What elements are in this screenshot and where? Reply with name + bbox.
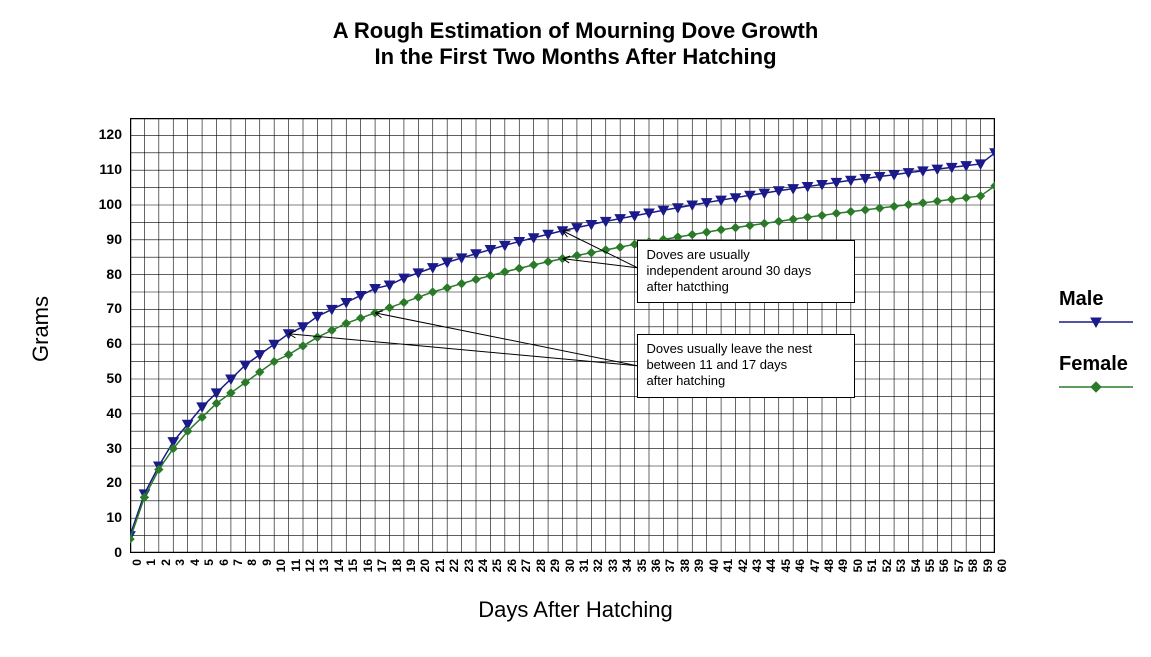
x-tick-label: 55 [923,559,937,583]
x-tick-label: 51 [865,559,879,583]
x-tick-label: 12 [303,559,317,583]
y-tick-label: 30 [82,440,122,456]
x-tick-label: 17 [375,559,389,583]
legend: Male Female [1059,288,1133,418]
y-tick-label: 60 [82,335,122,351]
x-tick-label: 2 [159,559,173,583]
x-tick-label: 24 [476,559,490,583]
x-tick-label: 10 [274,559,288,583]
x-tick-label: 58 [966,559,980,583]
x-tick-label: 0 [130,559,144,583]
y-tick-label: 70 [82,300,122,316]
x-tick-label: 22 [447,559,461,583]
x-tick-label: 32 [591,559,605,583]
y-tick-label: 20 [82,474,122,490]
x-tick-label: 19 [404,559,418,583]
x-tick-label: 60 [995,559,1009,583]
legend-swatch [1059,378,1133,394]
x-tick-label: 29 [548,559,562,583]
y-tick-label: 110 [82,161,122,177]
plot-svg [130,118,995,553]
y-tick-label: 100 [82,196,122,212]
x-tick-label: 45 [779,559,793,583]
legend-label: Female [1059,353,1133,376]
x-tick-label: 57 [952,559,966,583]
legend-swatch [1059,313,1133,329]
y-tick-label: 80 [82,266,122,282]
x-tick-label: 36 [649,559,663,583]
annotation-box: Doves usually leave the nest between 11 … [637,334,855,398]
x-tick-label: 30 [563,559,577,583]
x-tick-label: 59 [981,559,995,583]
x-tick-label: 31 [577,559,591,583]
annotation-text: Doves usually leave the nest between 11 … [646,341,811,389]
x-tick-label: 41 [721,559,735,583]
x-tick-label: 48 [822,559,836,583]
x-tick-label: 1 [144,559,158,583]
x-tick-label: 26 [505,559,519,583]
x-tick-label: 52 [880,559,894,583]
x-tick-label: 20 [418,559,432,583]
x-tick-label: 54 [909,559,923,583]
x-axis-label: Days After Hatching [0,597,1151,623]
x-tick-label: 3 [173,559,187,583]
y-tick-label: 40 [82,405,122,421]
y-tick-label: 10 [82,509,122,525]
y-axis-label: Grams [28,296,54,362]
x-tick-label: 7 [231,559,245,583]
annotation-text: Doves are usually independent around 30 … [646,247,811,295]
annotation-box: Doves are usually independent around 30 … [637,240,855,303]
x-tick-label: 14 [332,559,346,583]
x-tick-label: 42 [736,559,750,583]
y-tick-label: 0 [82,544,122,560]
x-tick-label: 34 [620,559,634,583]
x-tick-label: 15 [346,559,360,583]
x-tick-label: 53 [894,559,908,583]
x-tick-label: 38 [678,559,692,583]
x-tick-label: 25 [490,559,504,583]
y-tick-label: 50 [82,370,122,386]
x-tick-label: 9 [260,559,274,583]
x-tick-label: 6 [217,559,231,583]
x-tick-label: 28 [534,559,548,583]
x-tick-label: 18 [390,559,404,583]
x-tick-label: 5 [202,559,216,583]
x-tick-label: 8 [245,559,259,583]
legend-item: Female [1059,353,1133,394]
chart-page: A Rough Estimation of Mourning Dove Grow… [0,0,1151,657]
x-tick-label: 35 [635,559,649,583]
x-tick-label: 4 [188,559,202,583]
legend-label: Male [1059,288,1133,311]
x-tick-label: 21 [433,559,447,583]
plot-area: Doves are usually independent around 30 … [130,118,995,553]
x-tick-label: 56 [937,559,951,583]
y-tick-label: 120 [82,126,122,142]
x-tick-label: 33 [606,559,620,583]
x-tick-label: 49 [836,559,850,583]
x-tick-label: 27 [519,559,533,583]
legend-item: Male [1059,288,1133,329]
x-tick-label: 39 [692,559,706,583]
x-tick-label: 43 [750,559,764,583]
x-tick-label: 40 [707,559,721,583]
x-tick-label: 46 [793,559,807,583]
x-tick-label: 44 [764,559,778,583]
y-tick-label: 90 [82,231,122,247]
x-tick-label: 16 [361,559,375,583]
x-tick-label: 11 [289,559,303,583]
x-tick-label: 37 [663,559,677,583]
x-tick-label: 23 [462,559,476,583]
chart-title: A Rough Estimation of Mourning Dove Grow… [0,18,1151,71]
x-tick-label: 13 [317,559,331,583]
x-tick-label: 47 [808,559,822,583]
x-tick-label: 50 [851,559,865,583]
